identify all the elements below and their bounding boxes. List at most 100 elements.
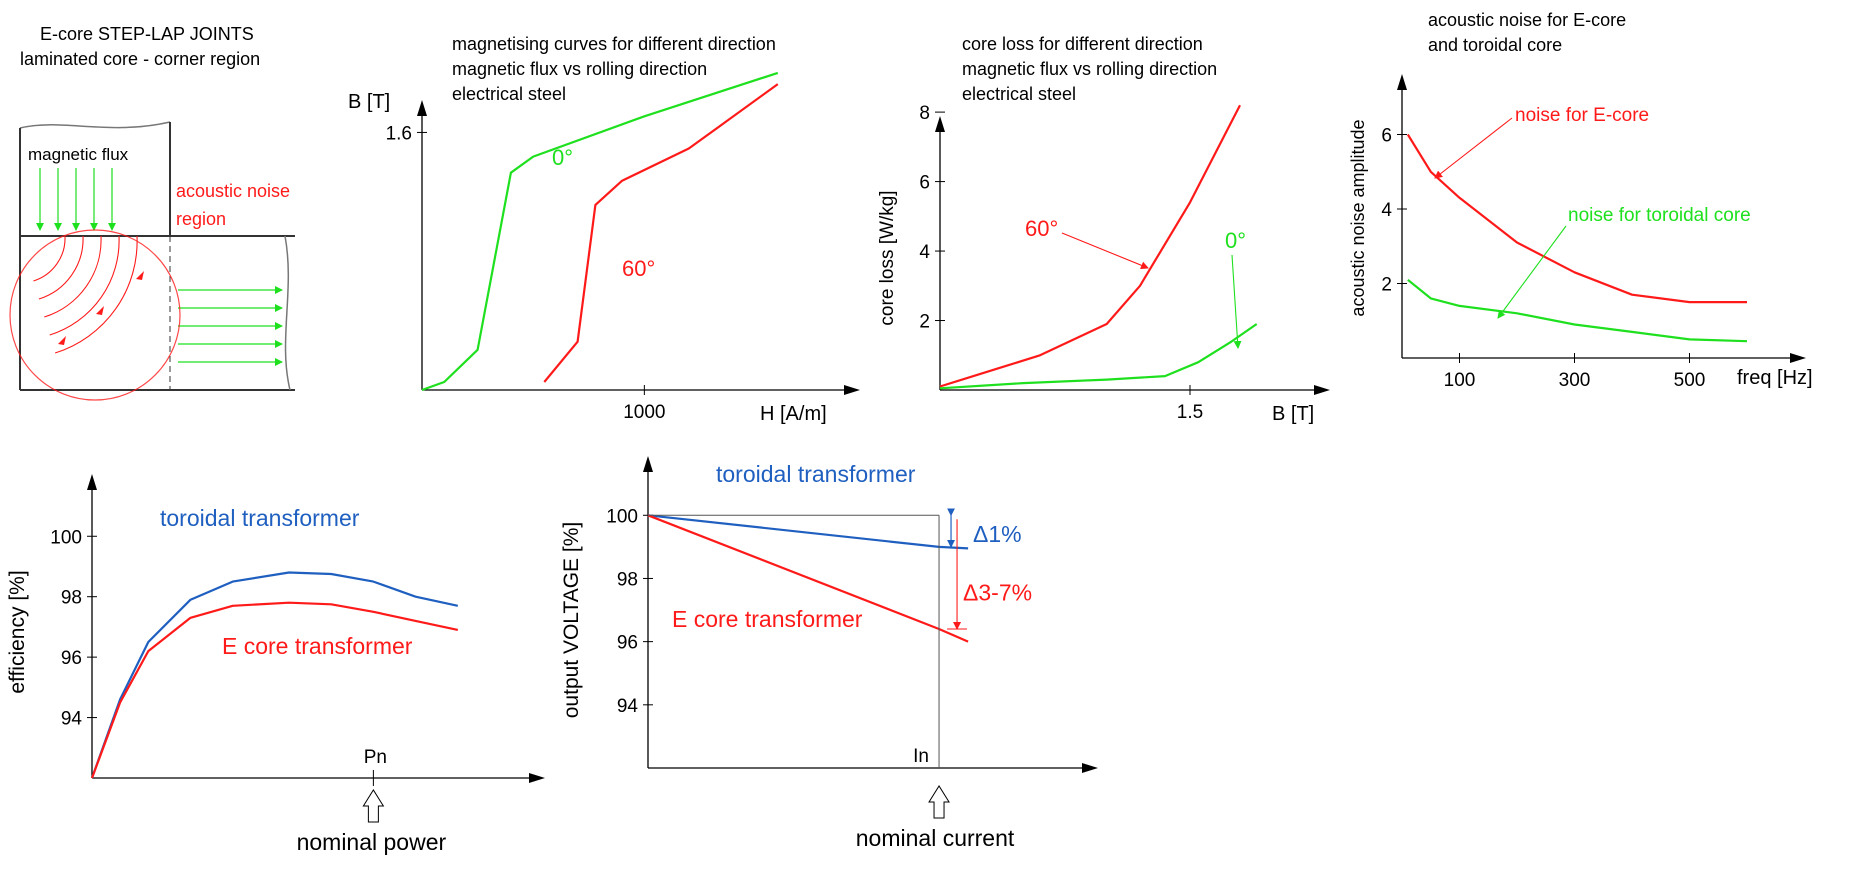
noise-region-label-1: acoustic noise <box>176 181 290 201</box>
y-axis-label: core loss [W/kg] <box>877 190 898 325</box>
diagram-title-2: laminated core - corner region <box>20 49 260 69</box>
x-axis-arrow <box>529 773 545 783</box>
y-axis-label: acoustic noise amplitude <box>1348 119 1368 316</box>
x-axis-arrow <box>1790 353 1806 363</box>
nominal-current-arrow-icon <box>928 785 950 819</box>
chart-title-line: magnetic flux vs rolling direction <box>962 59 1217 79</box>
series-label-pointer <box>1434 117 1513 179</box>
x-axis-arrow <box>1314 385 1330 395</box>
nominal-marker-label: Pn <box>364 747 387 768</box>
y-tick-label: 96 <box>617 633 638 654</box>
x-axis-label: B [T] <box>1272 403 1314 425</box>
x-axis-label: H [A/m] <box>760 403 827 425</box>
x-tick-label: 1000 <box>623 402 665 423</box>
series-label: 0° <box>552 145 573 170</box>
chart-title-line: core loss for different direction <box>962 34 1203 54</box>
flux-arc <box>49 235 120 336</box>
y-tick-label: 98 <box>617 569 638 590</box>
series-line-green <box>1407 278 1748 343</box>
series-line-red <box>939 104 1241 388</box>
x-tick-label: 100 <box>1444 370 1476 391</box>
chart-title-line: electrical steel <box>452 84 566 104</box>
y-tick-label: 4 <box>1381 200 1392 221</box>
chart-title-line: acoustic noise for E-core <box>1428 10 1626 30</box>
series-label-pointer <box>1497 225 1567 319</box>
series-line-blue <box>90 571 459 779</box>
series-label: 0° <box>1225 228 1246 253</box>
y-tick-label: 100 <box>606 506 638 527</box>
series-label: noise for toroidal core <box>1568 205 1751 226</box>
chart-title-line: and toroidal core <box>1428 35 1562 55</box>
nominal-caption: nominal power <box>297 829 447 855</box>
y-axis-arrow <box>1397 74 1407 90</box>
x-axis-label: freq [Hz] <box>1737 367 1813 389</box>
nominal-caption: nominal current <box>856 825 1015 851</box>
delta-large-label: Δ3-7% <box>963 580 1032 606</box>
y-axis-label: output VOLTAGE [%] <box>560 522 583 718</box>
series-label: 60° <box>1025 216 1058 241</box>
noise-region-circle <box>9 229 181 401</box>
y-tick-label: 94 <box>61 709 83 730</box>
flux-label: magnetic flux <box>28 145 129 164</box>
chart-title-line: magnetising curves for different directi… <box>452 34 776 54</box>
y-tick-label: 98 <box>61 588 82 609</box>
flux-arc <box>33 235 66 282</box>
x-axis-arrow <box>1082 763 1098 773</box>
x-tick-label: 300 <box>1559 370 1591 391</box>
y-tick-label: 2 <box>1381 275 1392 296</box>
y-tick-label: 94 <box>617 696 639 717</box>
flux-lines <box>33 168 283 366</box>
series-label: toroidal transformer <box>160 505 360 531</box>
y-tick-label: 2 <box>919 312 930 333</box>
series-label-pointer <box>1061 232 1149 270</box>
core-top-edge <box>19 121 171 129</box>
series-line-red <box>90 601 459 779</box>
y-tick-label: 96 <box>61 648 82 669</box>
nominal-power-arrow-icon <box>362 789 385 823</box>
flux-arc <box>44 235 102 318</box>
output-voltage-chart: 94 96 98 100 output VOLTAGE [%] toroidal tran… <box>560 456 1098 851</box>
delta-small-label: Δ1% <box>973 521 1022 547</box>
y-tick-label: 1.6 <box>386 123 412 144</box>
y-axis-arrow <box>643 456 653 472</box>
series-label: noise for E-core <box>1515 105 1649 126</box>
series-line-blue <box>647 514 969 550</box>
x-tick-label: 500 <box>1674 370 1706 391</box>
flux-arc-arrow <box>58 336 66 345</box>
acoustic-noise-chart: acoustic noise for E-core and toroidal co… <box>1348 10 1813 391</box>
series-label-pointer <box>1231 254 1242 349</box>
step-lap-diagram: E-core STEP-LAP JOINTS laminated core - … <box>9 24 295 401</box>
series-line-green <box>939 323 1258 390</box>
y-axis-arrow <box>87 474 97 490</box>
flux-arc-arrow <box>96 306 104 315</box>
y-tick-label: 6 <box>919 173 930 194</box>
magnetising-chart: magnetising curves for different directi… <box>348 34 860 425</box>
y-axis-label: efficiency [%] <box>6 570 29 693</box>
chart-title-line: electrical steel <box>962 84 1076 104</box>
flux-arc-arrow <box>136 271 144 280</box>
y-axis-arrow <box>417 100 427 116</box>
y-tick-label: 100 <box>50 527 82 548</box>
y-axis-label: B [T] <box>348 91 390 113</box>
diagram-title-1: E-core STEP-LAP JOINTS <box>40 24 254 44</box>
core-loss-chart: core loss for different direction magneti… <box>877 34 1330 425</box>
efficiency-chart: 94 96 98 100 efficiency [%] toroidal transfor… <box>6 474 545 855</box>
series-label: 60° <box>622 256 655 281</box>
core-right-edge <box>284 235 291 391</box>
x-axis-arrow <box>844 385 860 395</box>
flux-arc <box>38 235 84 300</box>
x-tick-label: 1.5 <box>1177 402 1203 423</box>
series-label: toroidal transformer <box>716 461 916 487</box>
series-line-green <box>421 71 779 392</box>
series-line-red <box>543 83 779 383</box>
y-axis-arrow <box>935 116 945 132</box>
flux-arc <box>54 235 138 354</box>
series-label: E core transformer <box>672 606 863 632</box>
y-tick-label: 4 <box>919 242 930 263</box>
y-tick-label: 8 <box>919 103 930 124</box>
series-label: E core transformer <box>222 633 413 659</box>
y-tick-label: 6 <box>1381 126 1392 147</box>
chart-title-line: magnetic flux vs rolling direction <box>452 59 707 79</box>
nominal-marker-label: In <box>913 746 929 767</box>
noise-region-label-2: region <box>176 209 226 229</box>
